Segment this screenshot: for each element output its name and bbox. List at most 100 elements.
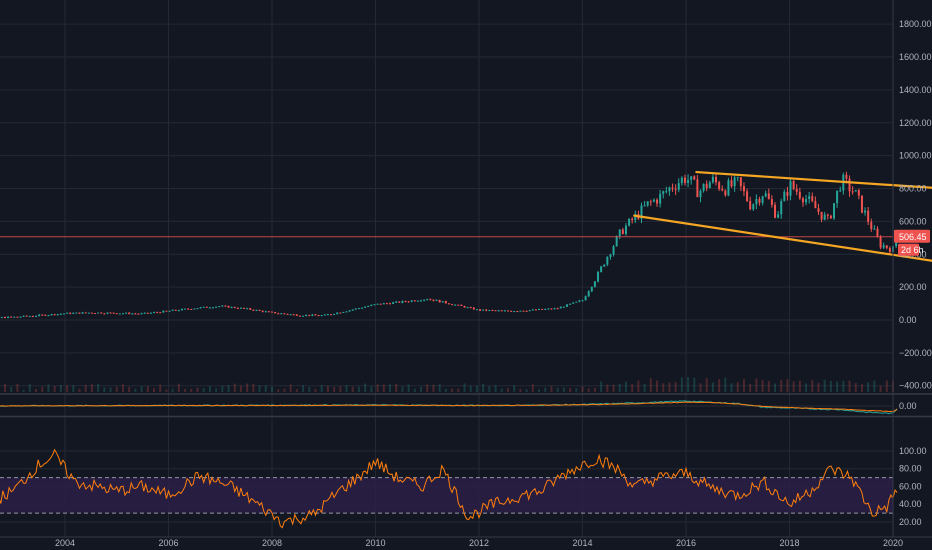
x-axis-tick-label: 2004 [55, 538, 75, 548]
last-price-marker: 506.45 2d 6h [894, 229, 930, 256]
trendlines[interactable] [633, 170, 932, 266]
y-axis-tick-label: −400.00 [899, 381, 932, 391]
candle-body [519, 310, 522, 312]
candle-body [634, 214, 637, 221]
candle-body [749, 201, 752, 210]
candle-body [460, 304, 463, 306]
candle-body [497, 310, 500, 312]
trendline[interactable] [695, 170, 932, 193]
volume-bar [606, 384, 609, 392]
price-candles[interactable] [0, 171, 898, 392]
candle-body [438, 299, 441, 303]
trendline[interactable] [633, 214, 932, 266]
candle-body [774, 204, 777, 218]
candle-body [118, 313, 121, 315]
y-axis-tick-label: 1800.00 [899, 19, 932, 29]
volume-bar [600, 381, 603, 392]
y-axis-tick-label: 1000.00 [899, 151, 932, 161]
volume-bar [624, 381, 627, 392]
candle-body [429, 299, 432, 301]
candle-body [895, 242, 898, 247]
candle-body [559, 306, 562, 309]
volume-bar [47, 384, 50, 392]
volume-bar [469, 385, 472, 392]
volume-bar [395, 383, 398, 392]
candle-body [494, 310, 497, 312]
volume-bar [66, 385, 69, 392]
candle-body [385, 303, 388, 305]
candle-body [590, 286, 593, 292]
candle-body [503, 310, 506, 312]
volume-bar [811, 379, 814, 392]
candle-body [233, 306, 236, 308]
candle-body [0, 317, 3, 319]
candle-body [187, 308, 190, 310]
candle-body [451, 304, 454, 306]
volume-bar [879, 385, 882, 392]
candle-body [848, 178, 851, 192]
candle-body [413, 300, 416, 302]
candle-body [177, 310, 180, 312]
volume-bar [401, 386, 404, 392]
volume-bar [544, 387, 547, 392]
candle-body [876, 228, 879, 237]
candle-body [721, 188, 724, 191]
candle-body [121, 313, 124, 315]
volume-bar [277, 389, 280, 392]
rsi-line-path [0, 448, 898, 529]
candle-body [140, 313, 143, 315]
volume-bar [10, 386, 13, 392]
candle-body [510, 310, 513, 312]
candle-body [864, 210, 867, 213]
candle-body [243, 307, 246, 309]
candle-body [221, 305, 224, 307]
volume-bar [333, 386, 336, 392]
volume-bar [612, 384, 615, 392]
candle-body [879, 236, 882, 248]
candle-body [798, 191, 801, 199]
candle-body [531, 309, 534, 311]
rsi-band [0, 477, 893, 514]
candle-body [593, 281, 596, 287]
x-axis[interactable]: 2004200620082010201220142016201820202022… [55, 538, 932, 548]
candle-body [522, 310, 525, 312]
volume-bar [842, 380, 845, 392]
volume-bar [780, 379, 783, 392]
volume-bar [538, 389, 541, 392]
volume-bar [159, 384, 162, 392]
candle-body [84, 312, 87, 314]
volume-bar [836, 381, 839, 392]
candle-body [693, 176, 696, 180]
candle-body [534, 309, 537, 311]
candle-body [16, 316, 19, 318]
y-axis-tick-label: 1600.00 [899, 52, 932, 62]
candle-body [149, 312, 152, 314]
y-axis-tick-label: 100.00 [899, 446, 927, 456]
volume-bar [631, 384, 634, 392]
candle-body [47, 315, 50, 317]
rsi-band-fill [0, 477, 893, 514]
candle-body [565, 304, 568, 307]
candle-body [444, 301, 447, 304]
candle-body [190, 308, 193, 310]
y-axis-tick-label: 1400.00 [899, 85, 932, 95]
pane-separators[interactable] [0, 0, 932, 538]
candle-body [38, 314, 41, 316]
candle-body [823, 214, 826, 220]
candle-body [699, 190, 702, 198]
candle-body [382, 303, 385, 305]
candle-body [395, 301, 398, 303]
volume-bar [786, 379, 789, 392]
volume-bar [271, 386, 273, 392]
candle-body [354, 308, 357, 310]
volume-bar [388, 384, 391, 392]
volume-bar [656, 380, 659, 392]
candle-body [426, 299, 429, 301]
candle-body [615, 236, 618, 247]
candle-body [432, 299, 435, 301]
candle-body [357, 308, 360, 310]
candle-body [103, 313, 106, 315]
candle-body [94, 313, 97, 315]
volume-bar [35, 388, 38, 392]
